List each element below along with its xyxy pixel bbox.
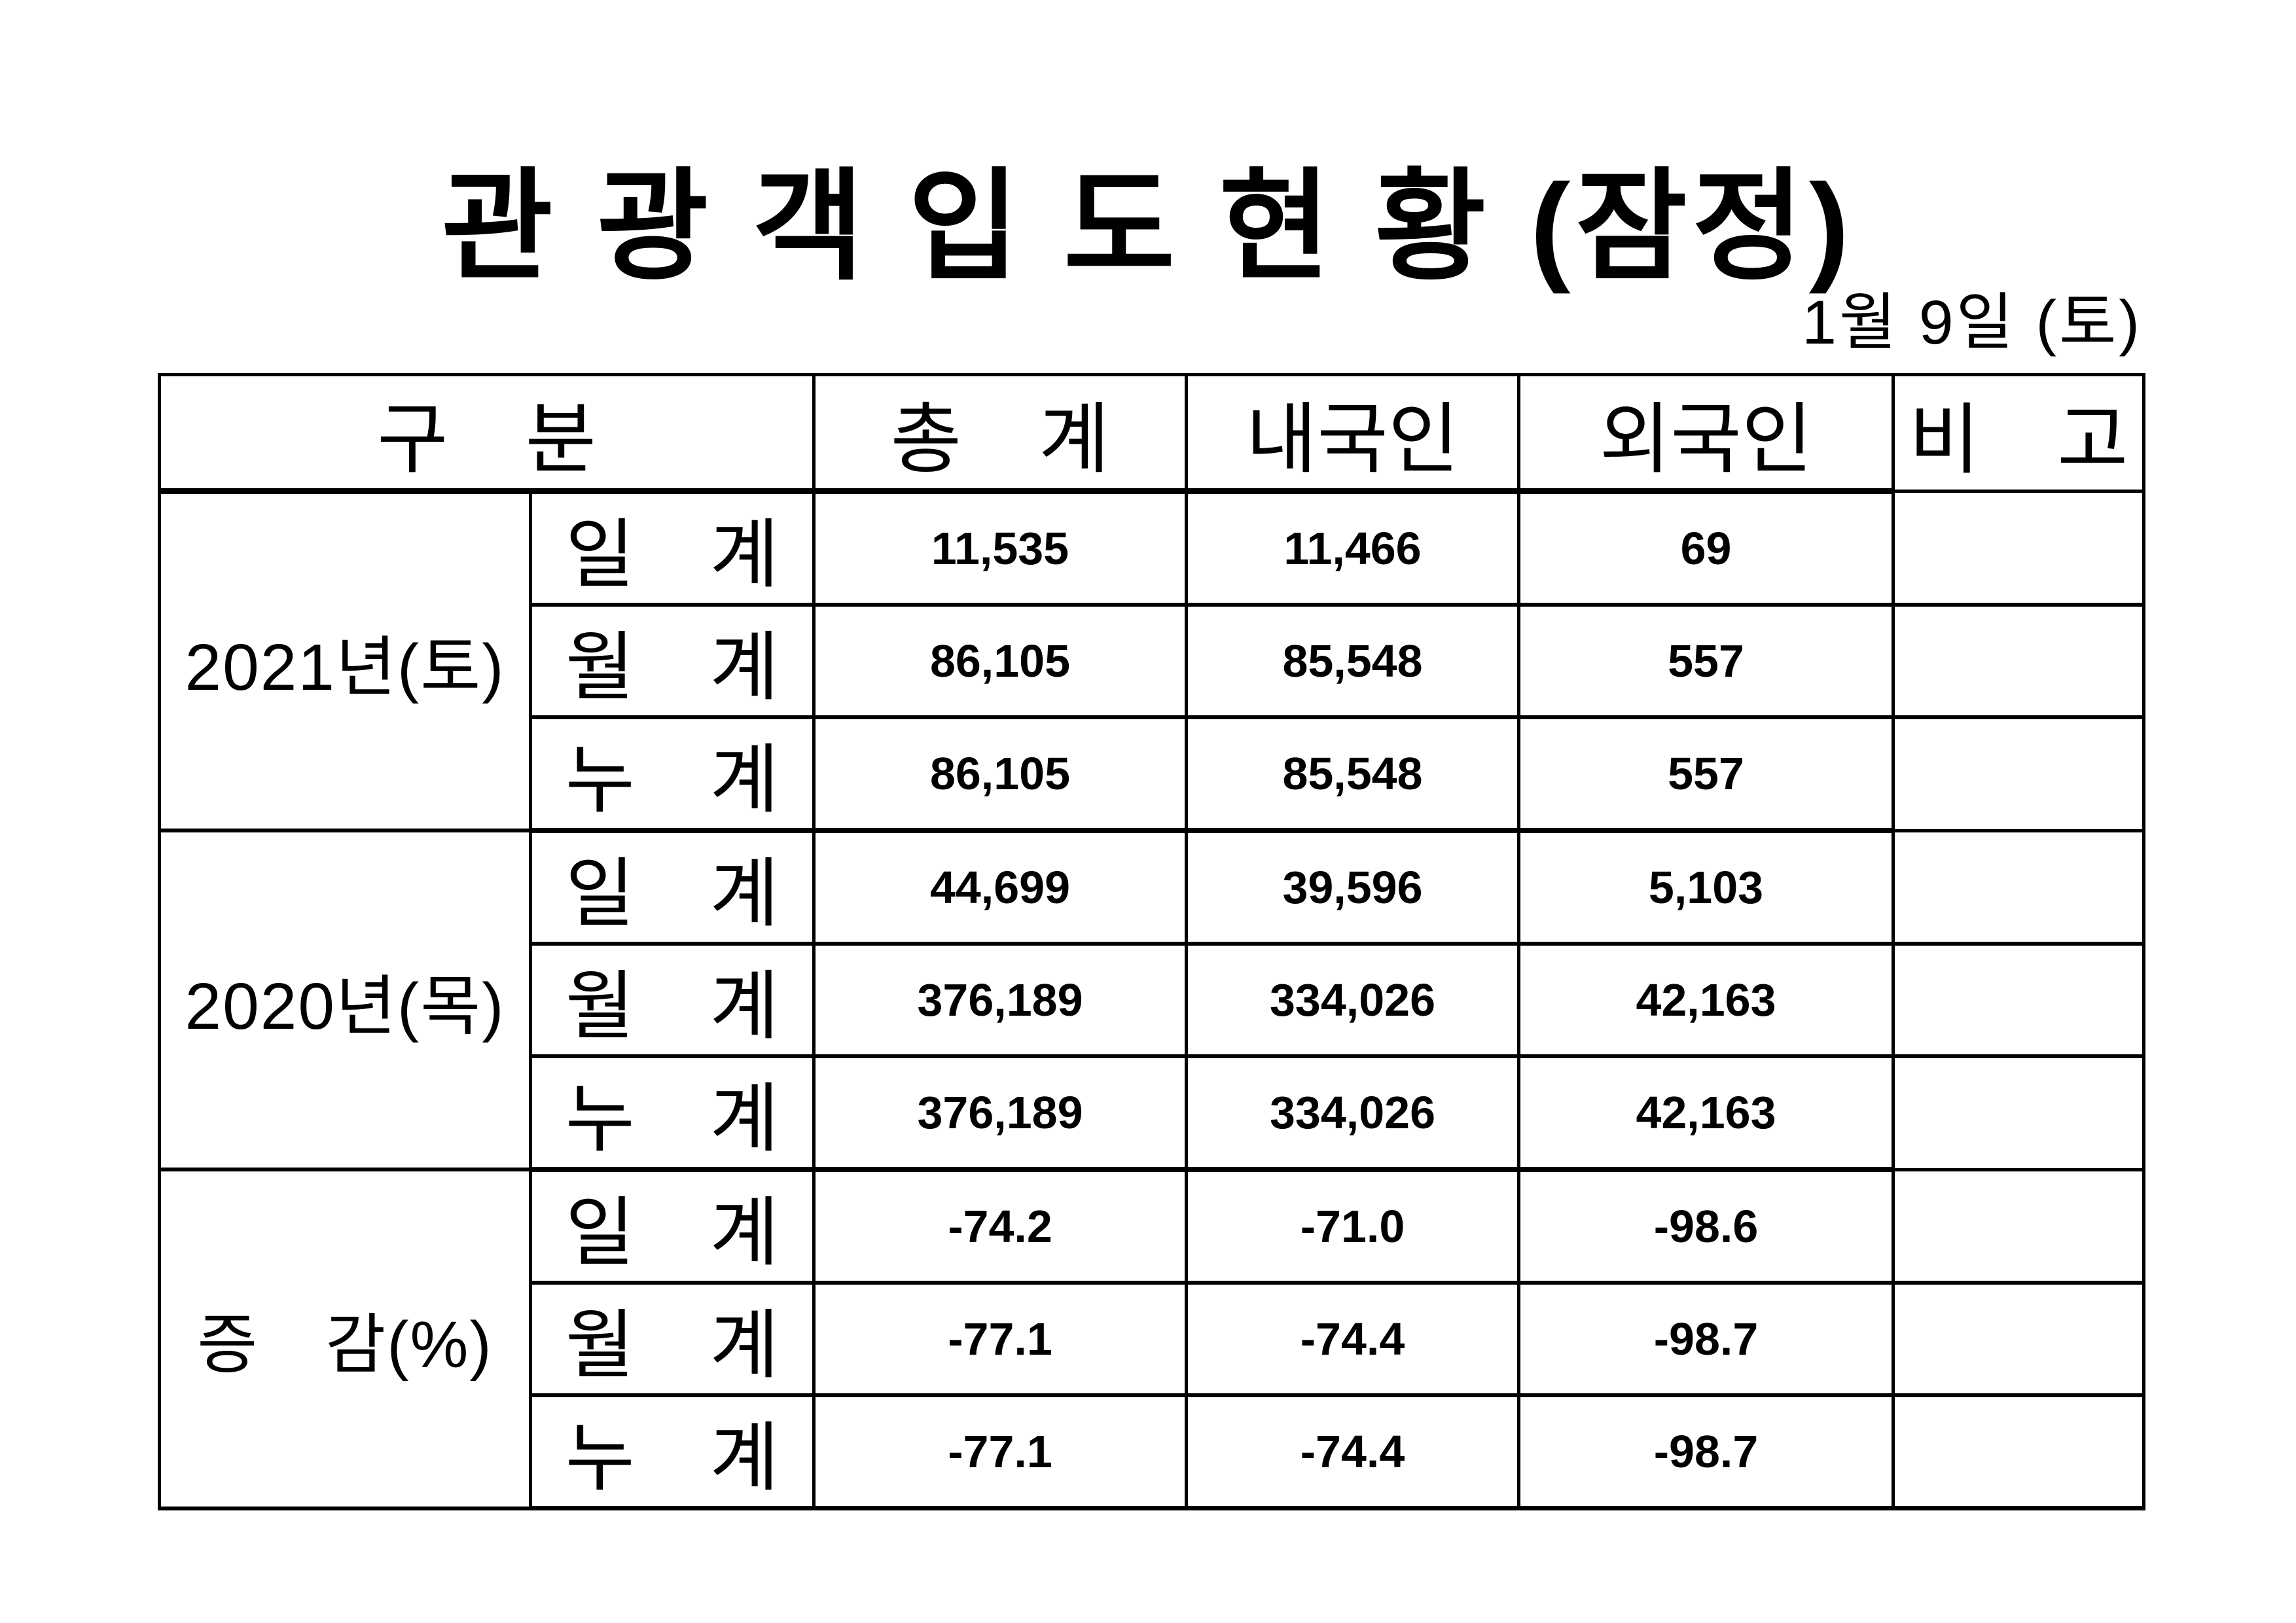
header-domestic: 내국인 <box>1185 373 1520 494</box>
value-total: -74.2 <box>812 1168 1188 1285</box>
value-foreign: -98.6 <box>1517 1168 1895 1285</box>
value-total: 11,535 <box>812 490 1188 607</box>
value-domestic: 85,548 <box>1185 603 1520 719</box>
tourist-arrivals-table: 구 분 총 계 내국인 외국인 비 고 2021년(토) 일 계 11,535 … <box>158 373 2145 1510</box>
value-domestic: 85,548 <box>1185 715 1520 833</box>
header-remarks: 비 고 <box>1892 373 2145 493</box>
value-domestic: 334,026 <box>1185 942 1520 1058</box>
value-foreign: 557 <box>1517 715 1895 833</box>
group-label-2020: 2020년(목) <box>158 829 532 1171</box>
date-label: 1월 9일 (토) <box>1802 288 2142 357</box>
table-row: 누 계 -77.1 -74.4 -98.7 <box>160 1393 2145 1510</box>
row-label-cumulative: 누 계 <box>529 1393 816 1510</box>
row-label-daily: 일 계 <box>529 1168 816 1285</box>
value-total: -77.1 <box>812 1393 1188 1510</box>
value-domestic: 11,466 <box>1185 490 1520 607</box>
remark-cell <box>1892 715 2145 832</box>
row-label-monthly: 월 계 <box>529 942 816 1058</box>
page-title: 관 광 객 입 도 현 황 (잠정) <box>441 160 1855 294</box>
remark-cell <box>1892 1281 2145 1397</box>
value-domestic: -74.4 <box>1185 1281 1520 1397</box>
table-row: 누 계 376,189 334,026 42,163 <box>160 1054 2145 1172</box>
remark-cell <box>1892 1393 2145 1510</box>
header-row: 구 분 총 계 내국인 외국인 비 고 <box>158 373 2145 494</box>
header-category: 구 분 <box>158 373 816 494</box>
value-foreign: 5,103 <box>1517 829 1895 946</box>
row-label-daily: 일 계 <box>529 490 816 607</box>
value-foreign: 69 <box>1517 490 1895 607</box>
remark-cell <box>1892 603 2145 719</box>
remark-cell <box>1892 490 2145 607</box>
table-row: 2021년(토) 일 계 11,535 11,466 69 <box>158 490 2145 832</box>
group-label-change-pct: 증 감(%) <box>158 1168 532 1510</box>
value-total: -77.1 <box>812 1281 1188 1397</box>
group-label-2021: 2021년(토) <box>158 490 532 832</box>
value-foreign: -98.7 <box>1517 1393 1895 1510</box>
remark-cell <box>1892 829 2145 946</box>
value-foreign: 557 <box>1517 603 1895 719</box>
value-total: 376,189 <box>812 1054 1188 1172</box>
value-foreign: 42,163 <box>1517 1054 1895 1172</box>
value-total: 376,189 <box>812 942 1188 1058</box>
value-domestic: 334,026 <box>1185 1054 1520 1172</box>
remark-cell <box>1892 942 2145 1058</box>
row-label-monthly: 월 계 <box>529 603 816 719</box>
header-total: 총 계 <box>812 373 1188 494</box>
value-foreign: -98.7 <box>1517 1281 1895 1397</box>
row-label-cumulative: 누 계 <box>529 1054 816 1172</box>
value-total: 86,105 <box>812 603 1188 719</box>
remark-cell <box>1892 1054 2145 1171</box>
row-label-monthly: 월 계 <box>529 1281 816 1397</box>
table-row: 누 계 86,105 85,548 557 <box>160 715 2145 833</box>
value-domestic: 39,596 <box>1185 829 1520 946</box>
value-foreign: 42,163 <box>1517 942 1895 1058</box>
header-foreign: 외국인 <box>1517 373 1895 494</box>
remark-cell <box>1892 1168 2145 1285</box>
table-row: 증 감(%) 일 계 -74.2 -71.0 -98.6 <box>158 1168 2145 1510</box>
table-row: 월 계 -77.1 -74.4 -98.7 <box>160 1281 2145 1397</box>
table-row: 월 계 86,105 85,548 557 <box>160 603 2145 719</box>
value-domestic: -74.4 <box>1185 1393 1520 1510</box>
value-total: 44,699 <box>812 829 1188 946</box>
value-total: 86,105 <box>812 715 1188 833</box>
row-label-daily: 일 계 <box>529 829 816 946</box>
table-row: 월 계 376,189 334,026 42,163 <box>160 942 2145 1058</box>
table-row: 2020년(목) 일 계 44,699 39,596 5,103 <box>158 829 2145 1171</box>
value-domestic: -71.0 <box>1185 1168 1520 1285</box>
row-label-cumulative: 누 계 <box>529 715 816 833</box>
